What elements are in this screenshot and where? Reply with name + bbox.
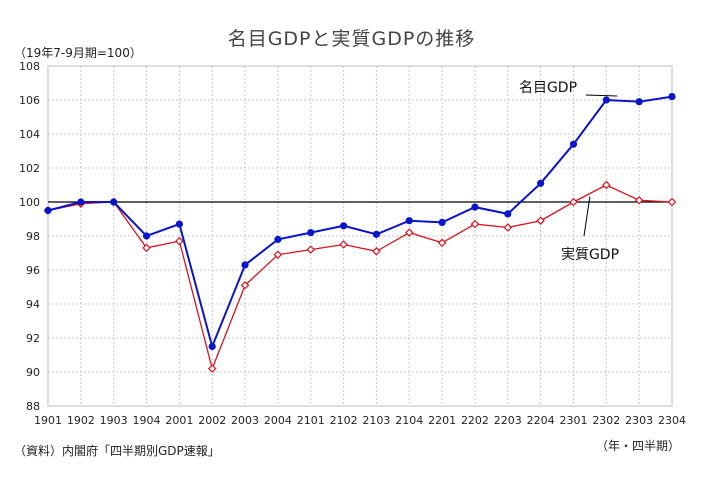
- x-tick-label: 1904: [133, 414, 161, 427]
- real-gdp-point: [536, 216, 545, 225]
- real-gdp-point: [372, 247, 381, 256]
- nominal-gdp-point: [208, 342, 216, 351]
- x-tick-label: 2301: [559, 414, 587, 427]
- x-tick-label: 2004: [264, 414, 292, 427]
- x-tick-label: 1902: [67, 414, 95, 427]
- nominal-gdp-point: [635, 98, 643, 106]
- y-tick-label: 94: [26, 298, 40, 311]
- nominal-gdp-point: [241, 261, 249, 269]
- x-tick-label: 1901: [34, 414, 62, 427]
- y-tick-label: 108: [19, 60, 40, 73]
- nominal-gdp-point: [274, 235, 282, 243]
- x-tick-label: 2201: [428, 414, 456, 427]
- y-axis-unit-label: （19年7-9月期=100）: [14, 46, 142, 60]
- real-gdp-point: [667, 197, 677, 207]
- real-gdp-point: [503, 223, 513, 232]
- x-tick-label: 2202: [461, 414, 489, 427]
- x-tick-label: 2003: [231, 414, 259, 427]
- real-gdp-point: [207, 364, 217, 373]
- x-tick-label: 2304: [658, 414, 686, 427]
- real-gdp-line: [47, 184, 673, 371]
- x-tick-label: 2002: [198, 414, 226, 427]
- real-gdp-point: [634, 196, 644, 205]
- x-tick-label: 2101: [297, 414, 325, 427]
- y-tick-label: 104: [19, 128, 40, 141]
- real-gdp-point: [437, 238, 447, 248]
- nominal-gdp-point: [405, 217, 413, 225]
- y-tick-label: 90: [26, 366, 40, 379]
- x-tick-label: 2104: [395, 414, 423, 427]
- x-tick-label: 2302: [592, 414, 620, 427]
- real-gdp-point: [240, 281, 250, 290]
- nominal-gdp-point: [175, 220, 183, 228]
- real-gdp-point: [273, 250, 283, 259]
- x-tick-label: 2303: [625, 414, 653, 427]
- real-gdp-point: [339, 240, 348, 249]
- source-note: （資料）内閣府「四半期別GDP速報」: [14, 444, 220, 458]
- nominal-gdp-point: [110, 198, 118, 206]
- nominal-gdp-point: [77, 198, 85, 206]
- nominal-gdp-point: [372, 230, 381, 238]
- nominal-gdp-point: [537, 179, 545, 187]
- nominal-gdp-point: [504, 210, 512, 218]
- nominal-gdp-point: [339, 222, 348, 230]
- y-tick-label: 102: [19, 162, 40, 175]
- nominal-gdp-point: [569, 140, 578, 148]
- real-gdp-point: [175, 236, 184, 246]
- y-tick-label: 98: [26, 230, 40, 243]
- real-gdp-point: [142, 243, 151, 253]
- nominal-gdp-series-label: 名目GDP: [519, 80, 577, 96]
- y-tick-label: 100: [19, 196, 40, 209]
- x-tick-label: 2102: [330, 414, 358, 427]
- real-gdp-point: [602, 180, 611, 190]
- real-gdp-series-label: 実質GDP: [561, 247, 619, 263]
- chart-title: 名目GDPと実質GDPの推移: [227, 28, 476, 50]
- nominal-gdp-point: [44, 206, 52, 215]
- nominal-gdp-point: [438, 218, 446, 226]
- nominal-gdp-point: [602, 96, 610, 104]
- nominal-gdp-point: [471, 203, 479, 211]
- y-tick-label: 92: [26, 332, 40, 345]
- nominal-gdp-line: [47, 95, 673, 350]
- x-tick-label: 2103: [362, 414, 390, 427]
- y-tick-label: 96: [26, 264, 40, 277]
- y-tick-label: 88: [26, 400, 40, 413]
- nominal-gdp-leader-line: [585, 94, 618, 97]
- real-gdp-point: [306, 245, 315, 254]
- x-tick-label: 2204: [527, 414, 555, 427]
- real-gdp-point: [569, 197, 578, 207]
- x-tick-label: 2203: [494, 414, 522, 427]
- x-axis-unit-label: （年・四半期）: [596, 439, 681, 453]
- x-tick-label: 2001: [165, 414, 193, 427]
- nominal-gdp-point: [668, 93, 676, 101]
- real-gdp-point: [405, 228, 414, 237]
- x-tick-label: 1903: [100, 414, 128, 427]
- real-gdp-point: [470, 219, 480, 229]
- nominal-gdp-point: [307, 229, 315, 237]
- real-gdp-leader-line: [583, 196, 591, 237]
- y-tick-label: 106: [19, 94, 40, 107]
- nominal-gdp-point: [142, 232, 151, 240]
